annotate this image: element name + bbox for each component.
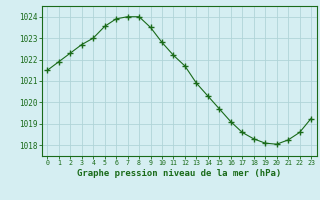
X-axis label: Graphe pression niveau de la mer (hPa): Graphe pression niveau de la mer (hPa) bbox=[77, 169, 281, 178]
